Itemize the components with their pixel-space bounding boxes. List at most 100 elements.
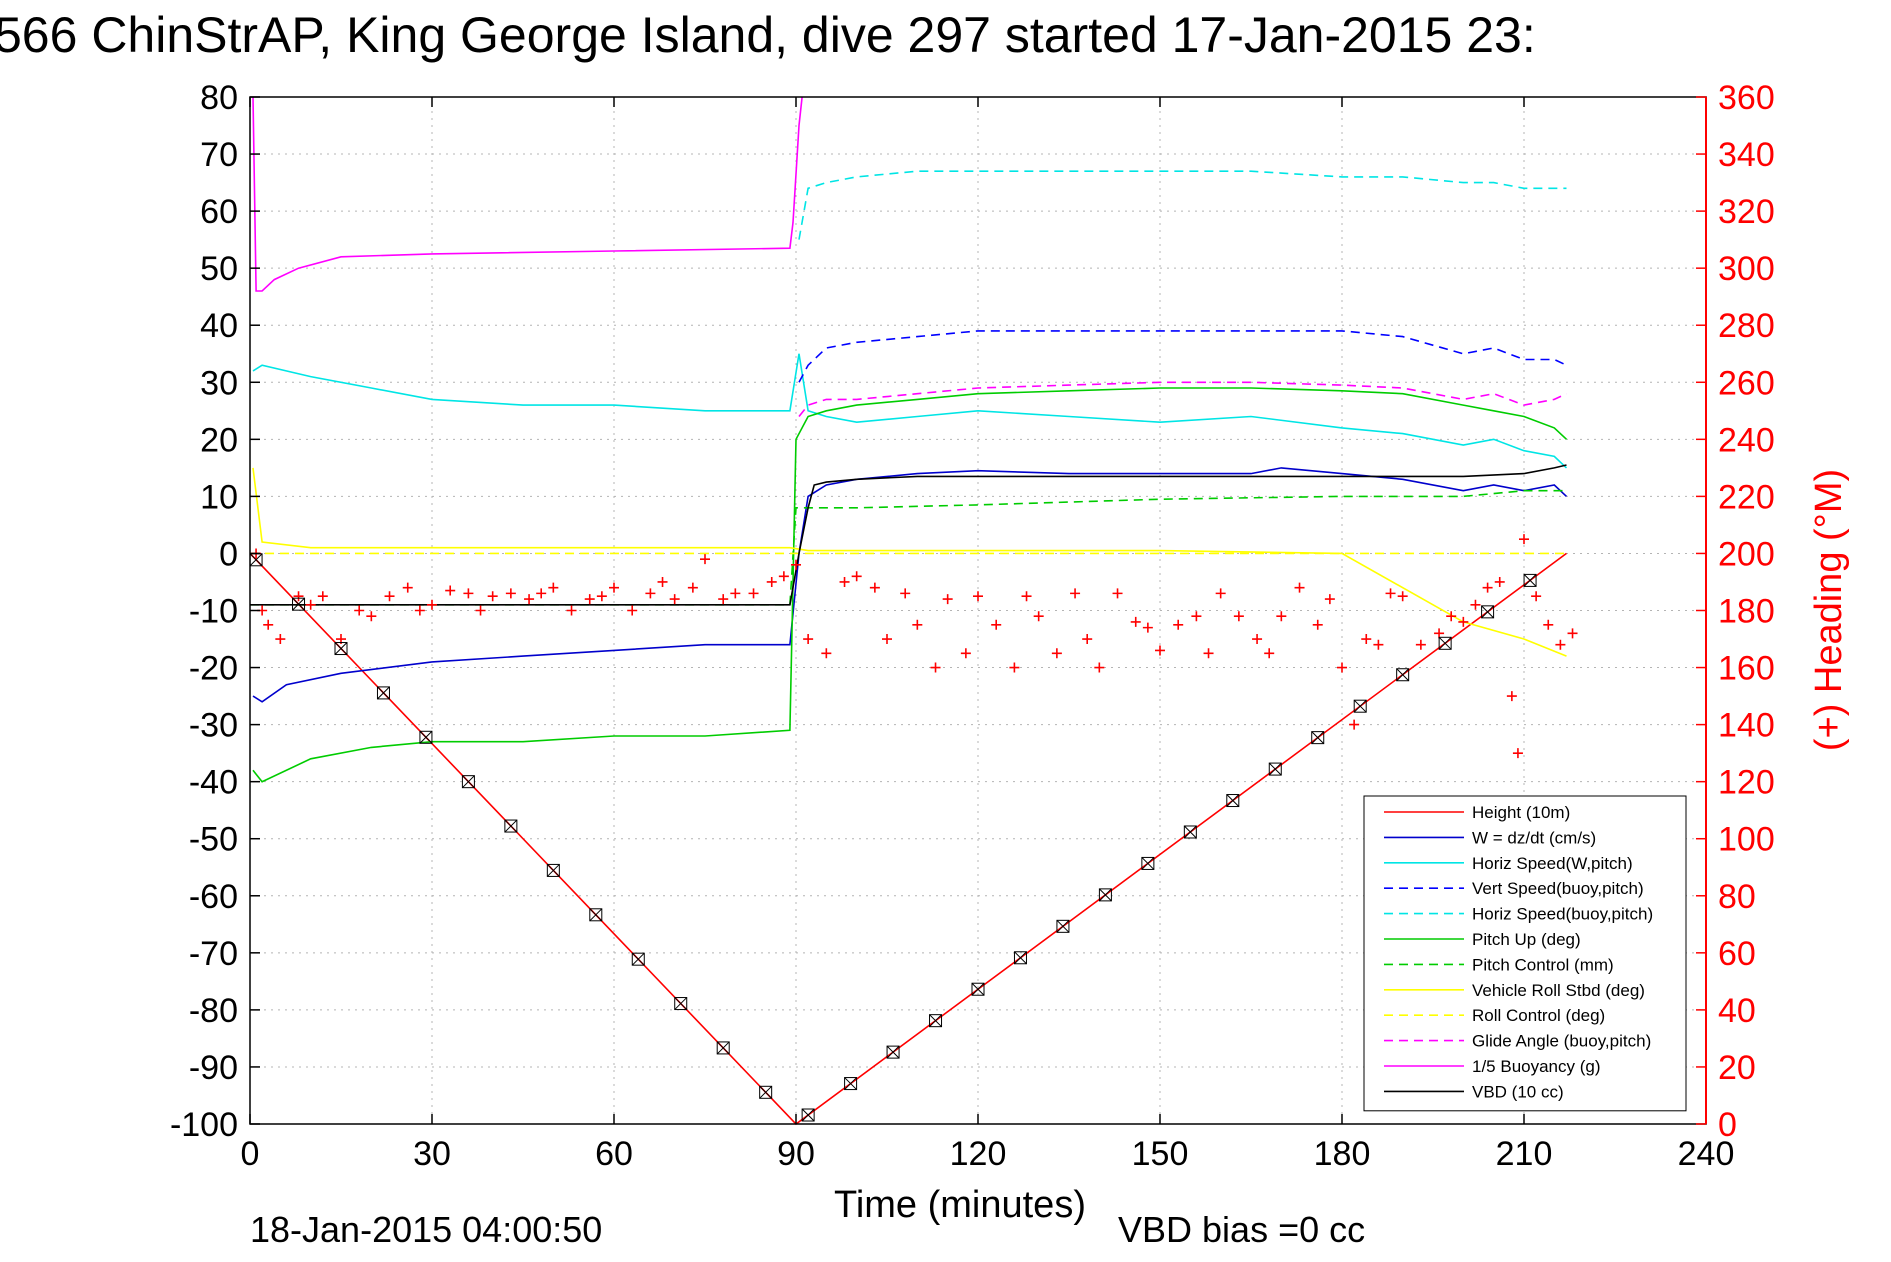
x-tick-label: 210	[1496, 1135, 1553, 1173]
series-line-2	[252, 353, 1568, 469]
series-line-1	[252, 467, 1568, 703]
y-tick-label: 10	[200, 478, 238, 516]
legend-label: Horiz Speed(W,pitch)	[1472, 854, 1633, 873]
x-tick-label: 60	[595, 1135, 633, 1173]
height-marker-cross	[249, 553, 263, 567]
heading-point	[1446, 611, 1457, 622]
height-marker-box	[461, 775, 475, 789]
legend-label: W = dz/dt (cm/s)	[1472, 828, 1596, 847]
heading-point	[1470, 599, 1481, 610]
right-tick-label: 40	[1718, 992, 1756, 1030]
legend-label: Pitch Up (deg)	[1472, 930, 1581, 949]
right-tick-label: 160	[1718, 650, 1775, 688]
series-line-6	[250, 489, 1567, 606]
height-marker-cross	[1014, 951, 1027, 965]
heading-point	[645, 588, 656, 599]
height-marker-cross	[1183, 825, 1197, 839]
y-tick-label: -60	[189, 878, 238, 916]
height-marker-cross	[1141, 857, 1155, 870]
heading-point	[1215, 588, 1226, 599]
heading-point	[475, 605, 486, 616]
heading-point	[1434, 628, 1445, 639]
height-marker-box	[1098, 888, 1112, 902]
legend-label: VBD (10 cc)	[1472, 1082, 1564, 1101]
height-marker-cross	[462, 775, 475, 789]
right-tick-label: 20	[1718, 1049, 1756, 1087]
heading-point	[384, 591, 395, 602]
right-tick-label: 300	[1718, 250, 1775, 288]
height-marker-box	[376, 686, 390, 700]
heading-point	[1009, 662, 1020, 673]
heading-point	[1482, 582, 1493, 593]
right-axis-label: (+) Heading (°M)	[1808, 469, 1850, 751]
legend-label: Roll Control (deg)	[1472, 1006, 1605, 1025]
right-tick-label: 240	[1718, 421, 1775, 459]
heading-point	[960, 648, 971, 659]
height-marker-cross	[1523, 574, 1537, 587]
heading-point	[1531, 591, 1542, 602]
right-tick-label: 340	[1718, 136, 1775, 174]
heading-point	[1519, 534, 1529, 545]
heading-point	[1130, 616, 1141, 627]
heading-point	[1203, 648, 1214, 659]
height-marker-box	[419, 730, 433, 744]
heading-point	[566, 605, 577, 616]
heading-point	[275, 634, 286, 645]
heading-point	[1142, 622, 1153, 633]
footer-vbd-bias: VBD bias =0 cc	[1118, 1209, 1365, 1250]
height-marker-cross	[1396, 668, 1410, 682]
heading-point	[402, 582, 413, 593]
height-marker-cross	[419, 730, 433, 744]
heading-point	[942, 594, 953, 605]
heading-point	[536, 588, 547, 599]
heading-point	[1506, 691, 1517, 702]
heading-point	[839, 576, 850, 587]
height-marker-cross	[1056, 919, 1070, 933]
heading-point	[973, 591, 983, 602]
height-marker-cross	[929, 1014, 942, 1028]
heading-point	[669, 594, 680, 605]
heading-point	[1397, 591, 1408, 602]
height-marker-box	[1226, 794, 1240, 808]
y-tick-label: -10	[189, 593, 238, 631]
heading-point	[1555, 639, 1566, 650]
heading-point	[627, 605, 638, 616]
heading-point	[882, 634, 892, 645]
heading-point	[1458, 616, 1469, 627]
heading-point	[912, 619, 923, 630]
heading-point	[657, 576, 668, 587]
heading-point	[366, 611, 377, 622]
height-marker-box	[631, 952, 645, 966]
height-marker-cross	[504, 819, 518, 833]
heading-point	[1415, 639, 1426, 650]
legend-label: Pitch Control (mm)	[1472, 955, 1614, 974]
height-marker-box	[546, 863, 560, 877]
height-marker-box	[716, 1041, 730, 1055]
y-tick-label: 60	[200, 193, 238, 231]
y-tick-label: -20	[189, 650, 238, 688]
height-markers	[249, 553, 1537, 1122]
heading-point	[851, 571, 862, 582]
y-tick-label: -90	[189, 1049, 238, 1087]
x-tick-label: 150	[1132, 1135, 1189, 1173]
legend-box	[1363, 795, 1687, 1112]
height-marker-cross	[674, 997, 688, 1010]
height-marker-box	[1481, 605, 1495, 619]
heading-point	[293, 591, 304, 602]
y-tick-label: -70	[189, 935, 238, 973]
heading-point	[414, 605, 425, 616]
height-marker-box	[504, 819, 518, 833]
heading-point	[1051, 648, 1062, 659]
heading-point	[1264, 648, 1275, 659]
height-marker-box	[1056, 919, 1070, 933]
series-line-9	[798, 381, 1567, 417]
heading-point	[305, 599, 316, 610]
right-tick-label: 360	[1718, 79, 1775, 117]
y-tick-label: 0	[219, 535, 238, 573]
height-marker-cross	[1481, 605, 1494, 619]
right-tick-label: 260	[1718, 364, 1775, 402]
x-tick-label: 180	[1314, 1135, 1371, 1173]
x-axis-label: Time (minutes)	[834, 1184, 1086, 1226]
height-marker-cross	[1353, 699, 1367, 713]
y-tick-label: -30	[189, 707, 238, 745]
